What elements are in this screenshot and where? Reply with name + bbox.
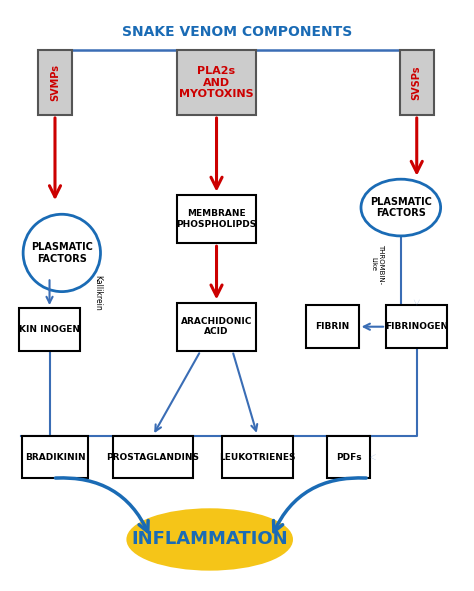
Text: KIN INOGEN: KIN INOGEN	[19, 325, 80, 334]
Text: BRADIKININ: BRADIKININ	[25, 453, 85, 462]
Text: Kallikrein: Kallikrein	[94, 275, 103, 310]
FancyBboxPatch shape	[38, 50, 72, 115]
Ellipse shape	[128, 509, 292, 569]
Text: FIBRIN: FIBRIN	[315, 322, 350, 331]
FancyBboxPatch shape	[400, 50, 434, 115]
Text: MEMBRANE
PHOSPHOLIPDS: MEMBRANE PHOSPHOLIPDS	[176, 209, 256, 229]
FancyBboxPatch shape	[177, 303, 256, 351]
FancyBboxPatch shape	[19, 309, 80, 351]
Text: PLASMATIC
FACTORS: PLASMATIC FACTORS	[31, 242, 93, 264]
Text: PDFs: PDFs	[336, 453, 361, 462]
FancyBboxPatch shape	[386, 306, 447, 348]
Text: PROSTAGLANDINS: PROSTAGLANDINS	[106, 453, 200, 462]
FancyBboxPatch shape	[113, 436, 192, 479]
Ellipse shape	[23, 215, 100, 291]
FancyBboxPatch shape	[327, 436, 370, 479]
FancyBboxPatch shape	[222, 436, 293, 479]
Text: PLASMATIC
FACTORS: PLASMATIC FACTORS	[370, 197, 432, 218]
Text: SVSPs: SVSPs	[412, 66, 422, 100]
Text: ARACHIDONIC
ACID: ARACHIDONIC ACID	[181, 317, 252, 336]
Text: PLA2s
AND
MYOTOXINS: PLA2s AND MYOTOXINS	[179, 66, 254, 99]
Text: LEUKOTRIENES: LEUKOTRIENES	[219, 453, 296, 462]
FancyBboxPatch shape	[177, 195, 256, 243]
Text: THROMBIN-
Like: THROMBIN- Like	[371, 244, 383, 284]
Text: SVMPs: SVMPs	[50, 64, 60, 101]
Text: INFLAMMATION: INFLAMMATION	[131, 531, 288, 548]
Text: FIBRINOGEN: FIBRINOGEN	[385, 322, 448, 331]
FancyBboxPatch shape	[177, 50, 256, 115]
FancyBboxPatch shape	[306, 306, 359, 348]
FancyBboxPatch shape	[22, 436, 88, 479]
Ellipse shape	[361, 179, 441, 236]
Text: SNAKE VENOM COMPONENTS: SNAKE VENOM COMPONENTS	[122, 25, 352, 38]
